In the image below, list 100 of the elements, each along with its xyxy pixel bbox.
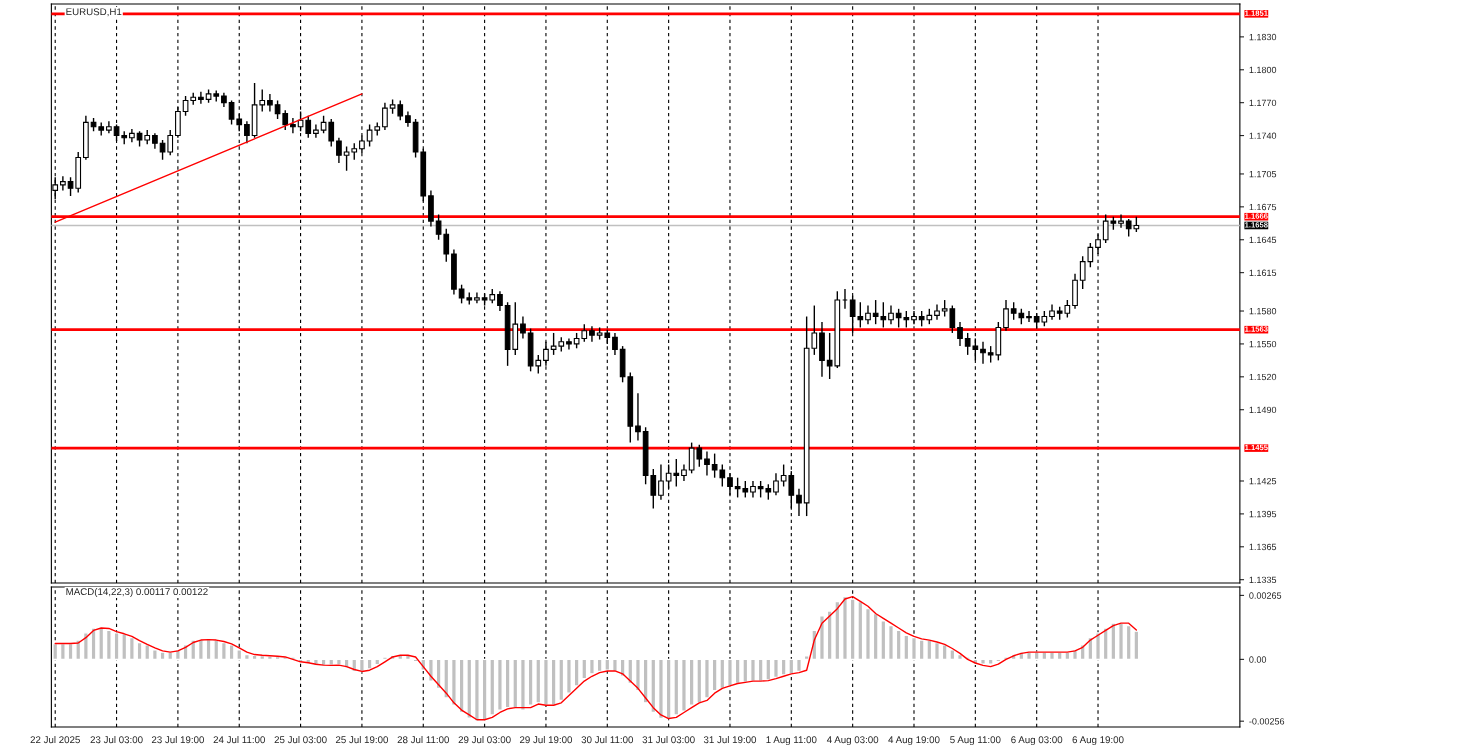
bar [335,658,342,666]
x-tick-label: 5 Aug 11:00 [950,736,1001,746]
x-tick-label: 24 Jul 11:00 [213,736,265,744]
bar [427,658,434,682]
x-tick-label: 4 Aug 03:00 [826,736,879,746]
candlestick [865,304,871,325]
bar [911,636,917,661]
candlestick [773,472,779,496]
bar [243,653,250,661]
candlestick [67,176,74,197]
x-tick-label: 4 Aug 19:00 [888,736,940,746]
x-tick-label: 6 Aug 03:00 [1011,736,1063,746]
y-tick-label: 1.1705 [1249,170,1277,178]
candlestick [934,303,940,321]
x-tick-label: 29 Jul 03:00 [458,736,511,744]
bar [565,658,572,694]
y-tick-label: 1.1675 [1249,203,1277,211]
candlestick [658,463,664,501]
x-tick-label: 25 Jul 19:00 [335,736,389,744]
bar [82,632,89,661]
bar [726,658,733,687]
chart-title: MACD(14,22,3) 0.00117 0.00122 [66,587,208,597]
y-tick-label: -0.00256 [1249,718,1285,725]
bar [496,658,503,711]
bar [381,656,388,661]
bar [864,607,871,661]
bar [1118,622,1125,661]
bar [197,638,204,661]
bar [749,658,756,682]
x-tick-label: 28 Jul 11:00 [397,736,450,744]
candlestick [888,304,894,325]
bar [1095,632,1102,661]
y-tick-label: 1.1615 [1249,269,1277,276]
candlestick [290,117,296,135]
x-tick-label: 22 Jul 2025 [30,736,80,744]
bar [519,658,526,711]
candlestick [796,487,802,517]
candlestick [267,93,273,113]
bar [841,595,848,661]
candlestick [911,310,917,325]
candlestick [60,175,66,192]
y-tick-label: 1.1740 [1249,132,1277,139]
chart-title: EURUSD,H1 [66,8,122,17]
bar [220,641,227,661]
candlestick [1003,299,1009,332]
x-tick-label: 30 Jul 11:00 [581,736,634,744]
bar [980,658,987,665]
bar [957,653,963,661]
candlestick [957,321,963,347]
candlestick [497,290,503,312]
candlestick [1118,213,1124,229]
x-tick-label: 25 Jul 03:00 [274,736,327,744]
x-tick-label: 31 Jul 19:00 [703,736,757,744]
y-tick-label: 1.1550 [1249,340,1277,348]
x-tick-label: 29 Jul 19:00 [519,736,573,744]
y-tick-label: 0.00265 [1249,592,1282,599]
y-tick-label: 1.1365 [1249,543,1277,551]
x-tick-label: 6 Aug 19:00 [1072,736,1124,746]
y-tick-label: 1.1645 [1249,236,1277,244]
bar [52,642,59,661]
candlestick [635,392,641,442]
candlestick [566,337,572,351]
bar [450,658,457,706]
candlestick [474,291,480,305]
y-tick-label: 1.1580 [1249,307,1277,315]
bar [657,658,664,720]
x-tick-label: 23 Jul 19:00 [151,736,205,744]
bar [634,658,641,692]
bar [772,658,779,679]
candlestick [336,137,342,164]
bar [588,658,595,675]
x-tick-label: 23 Jul 03:00 [90,736,143,744]
bar [887,624,894,661]
y-tick-label: 1.1770 [1249,99,1277,107]
bar [128,636,135,661]
y-tick-label: 1.1800 [1249,66,1277,74]
x-tick-label: 31 Jul 03:00 [642,736,695,744]
bar [680,658,687,712]
bar [59,642,66,661]
bar [818,615,825,661]
y-tick-label: 0.00 [1249,656,1267,663]
bar [542,658,549,706]
bar [795,658,802,673]
candlestick [704,450,710,477]
candlestick [198,91,204,105]
bar [703,658,710,699]
candlestick [1026,310,1032,323]
candlestick [520,315,526,340]
bar [473,658,480,722]
line-series [54,595,1138,721]
y-tick-label: 1.1425 [1249,477,1277,485]
candlestick [612,332,618,356]
y-tick-label: 1.1490 [1249,406,1277,414]
x-tick-label: 1 Aug 11:00 [766,736,817,746]
candlestick [980,341,986,365]
candlestick [382,101,388,131]
y-tick-label: 1.1830 [1249,33,1277,41]
bar [151,649,158,661]
y-tick-label: 1.1520 [1249,373,1277,381]
y-tick-label: 1.1395 [1249,510,1277,518]
